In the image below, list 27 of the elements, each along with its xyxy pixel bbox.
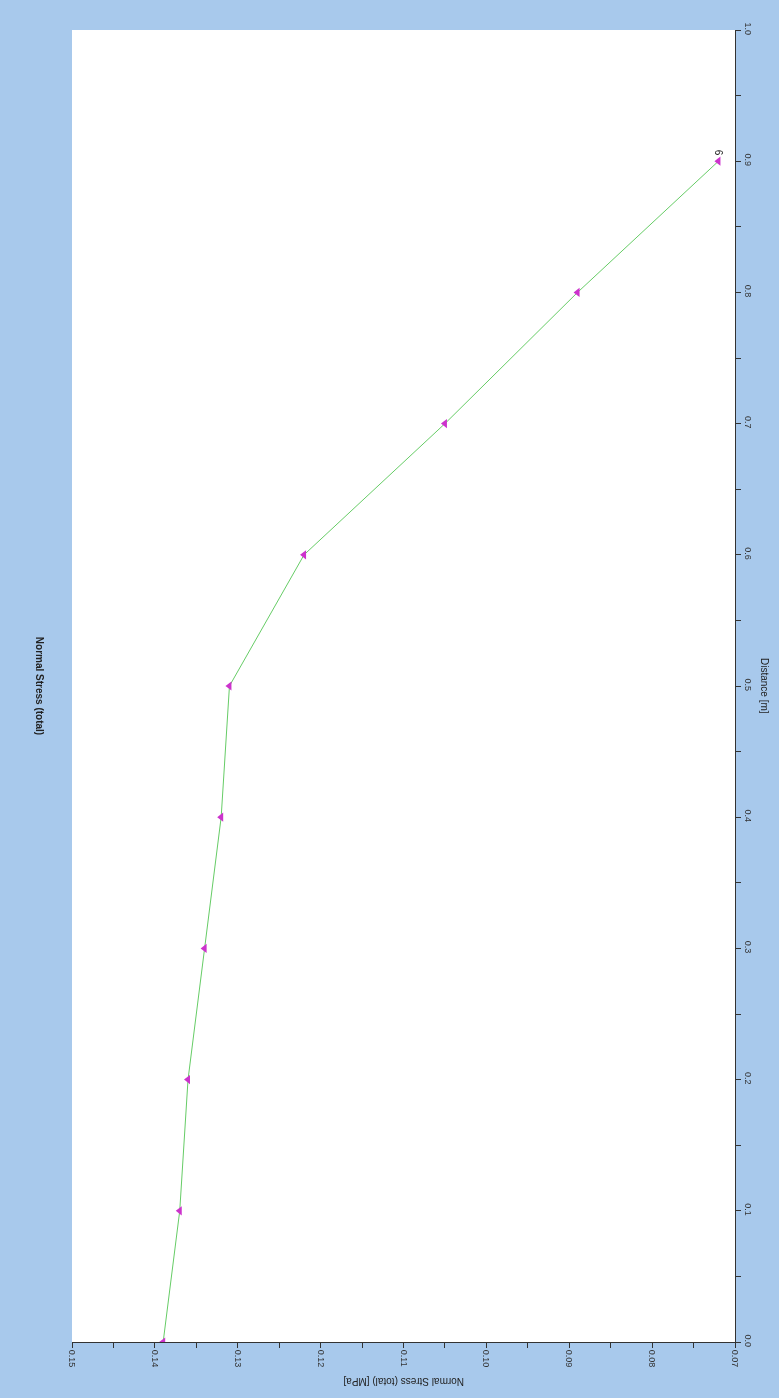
y-tick-label: 0.6 [742,547,753,560]
y-tick-label: 0.0 [742,1334,753,1347]
y-axis-title: Distance [m] [759,658,770,714]
y-tick-label: 0.7 [742,415,753,429]
x-tick-label: 0.15 [67,1349,78,1368]
y-tick-label: 0.5 [742,678,753,691]
x-axis-title: Normal Stress (total) [MPa] [343,1376,464,1387]
x-tick-label: 0.07 [730,1349,741,1368]
text: Normal Stress (total) [34,636,46,736]
annotation: 6 [712,149,724,156]
x-tick-label: 0.13 [232,1349,243,1368]
y-tick-label: 1.0 [742,22,753,35]
y-tick-label: 0.8 [742,284,753,298]
y-tick-label: 0.9 [742,153,753,167]
x-tick-label: 0.14 [149,1349,160,1368]
point [217,812,224,822]
y-tick-label: 0.2 [742,1071,753,1085]
x-tick-label: 0.09 [564,1349,575,1368]
x-tick-label: 0.11 [398,1349,409,1367]
y-tick-label: 0.1 [742,1203,753,1216]
x-tick-label: 0.08 [647,1349,658,1368]
y-tick-label: 0.3 [742,940,753,954]
point [300,550,307,560]
x-tick-label: 0.10 [481,1349,492,1368]
point [175,1206,182,1216]
x-tick-label: 0.12 [315,1349,326,1368]
y-tick-label: 0.4 [742,809,753,823]
